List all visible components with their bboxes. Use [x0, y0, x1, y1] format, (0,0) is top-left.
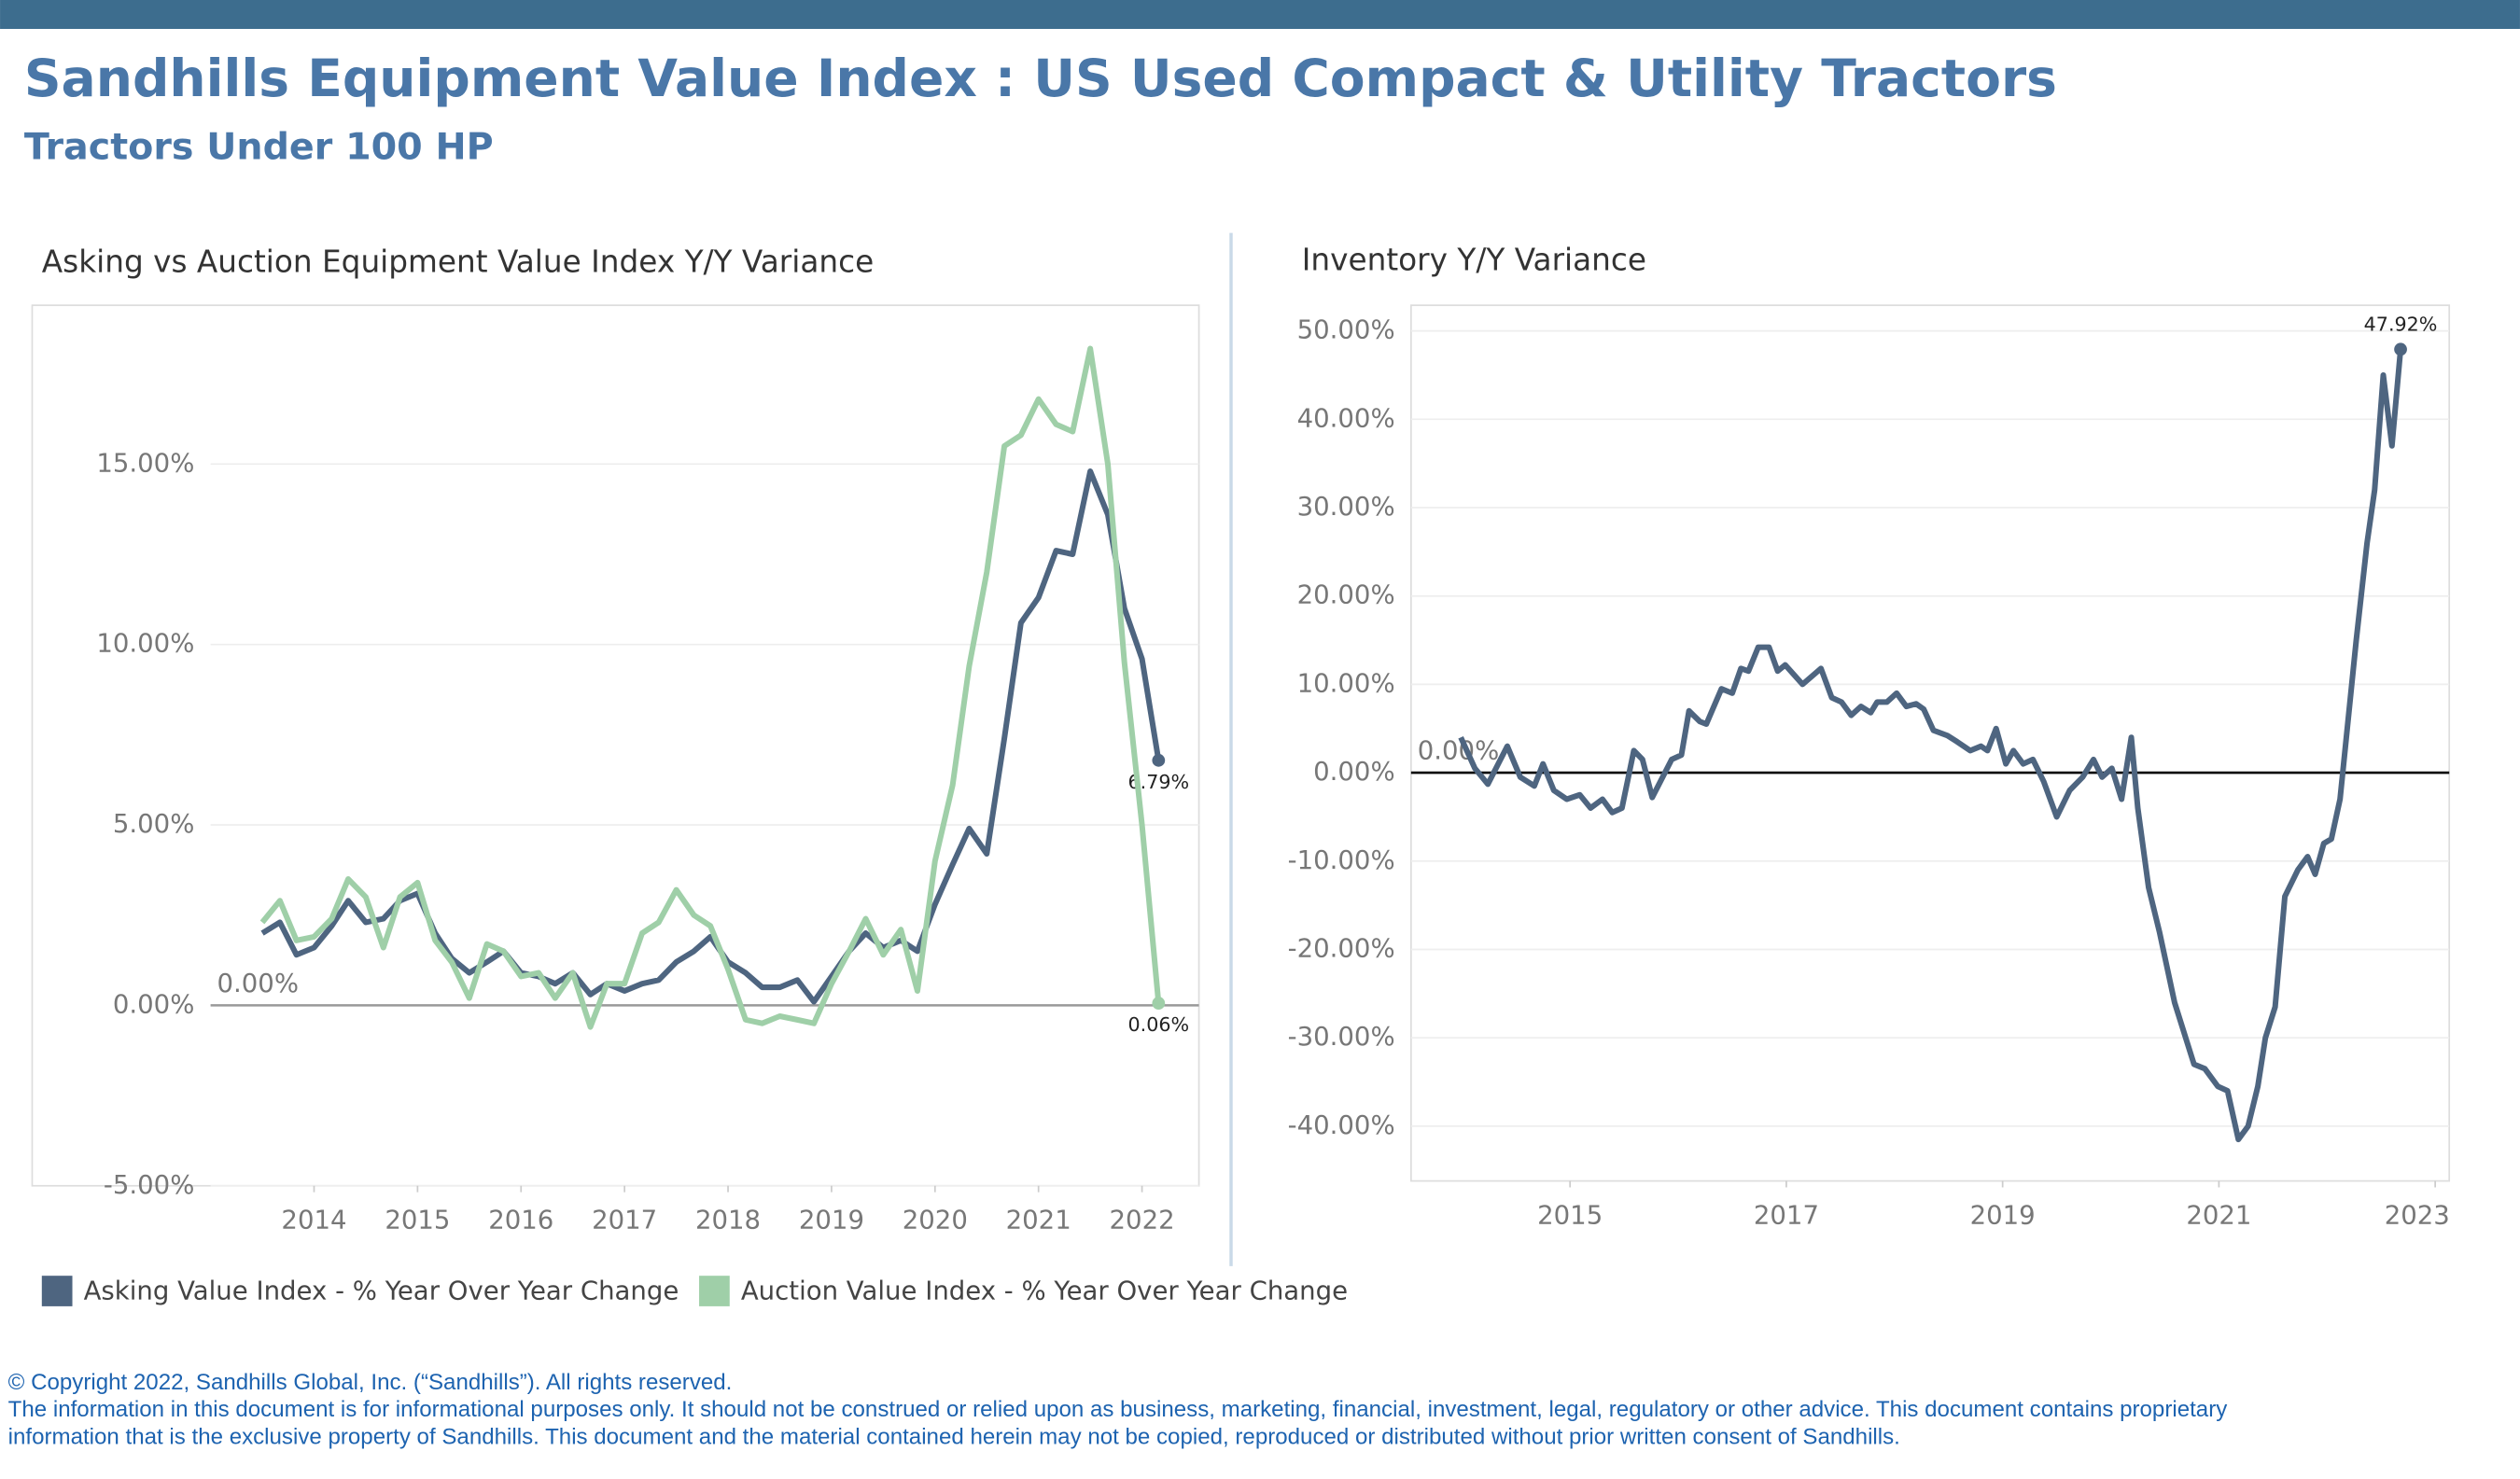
y-tick-label: 10.00% [96, 629, 194, 659]
y-tick-label: 40.00% [1297, 403, 1395, 433]
x-tick-label: 2020 [903, 1206, 968, 1235]
chart-title: Inventory Y/Y Variance [1302, 243, 1646, 278]
y-tick-label: -40.00% [1288, 1110, 1395, 1140]
value-label: 0.06% [1128, 1013, 1190, 1036]
x-tick-label: 2016 [488, 1206, 553, 1235]
x-tick-label: 2019 [1970, 1200, 2036, 1230]
x-tick-label: 2023 [2385, 1200, 2450, 1230]
x-tick-label: 2022 [1110, 1206, 1175, 1235]
legend-swatch [41, 1276, 73, 1306]
series-line [1458, 349, 2404, 1143]
x-tick-label: 2014 [281, 1206, 346, 1235]
value-label: 47.92% [2364, 313, 2438, 335]
y-tick-label: 0.00% [1313, 757, 1395, 787]
y-tick-label: 10.00% [1297, 668, 1395, 698]
x-tick-label: 2019 [799, 1206, 864, 1235]
x-tick-label: 2017 [1754, 1200, 1819, 1230]
y-tick-label: 50.00% [1297, 315, 1395, 345]
y-tick-label: 0.00% [113, 989, 195, 1019]
y-tick-label: 20.00% [1297, 580, 1395, 610]
x-tick-label: 2018 [695, 1206, 761, 1235]
y-tick-label: 5.00% [113, 809, 195, 839]
x-tick-label: 2021 [2186, 1200, 2251, 1230]
disclaimer: The information in this document is for … [8, 1397, 2228, 1422]
y-tick-label: -5.00% [104, 1170, 194, 1200]
plot-frame [31, 304, 1200, 1187]
page-subtitle: Tractors Under 100 HP [24, 126, 494, 169]
legend-swatch [699, 1276, 730, 1306]
legend-label: Auction Value Index - % Year Over Year C… [741, 1276, 1348, 1305]
disclaimer: information that is the exclusive proper… [8, 1424, 1900, 1449]
page-title: Sandhills Equipment Value Index : US Use… [24, 49, 2057, 108]
x-tick-label: 2021 [1006, 1206, 1071, 1235]
legend-label: Asking Value Index - % Year Over Year Ch… [84, 1276, 679, 1305]
reference-label: 0.00% [217, 969, 299, 998]
end-point [1152, 753, 1166, 767]
x-tick-label: 2015 [1537, 1200, 1603, 1230]
y-tick-label: -10.00% [1288, 845, 1395, 875]
x-tick-label: 2017 [592, 1206, 657, 1235]
series-line [260, 468, 1162, 1005]
plot-frame [1409, 304, 2451, 1182]
series-line [259, 345, 1162, 1030]
copyright: © Copyright 2022, Sandhills Global, Inc.… [8, 1370, 733, 1395]
top-bar [0, 0, 2520, 29]
chart-title: Asking vs Auction Equipment Value Index … [42, 244, 874, 279]
reference-label: 0.00% [1418, 736, 1500, 766]
y-tick-label: 15.00% [96, 448, 194, 478]
y-tick-label: -20.00% [1288, 933, 1395, 963]
end-point [2394, 342, 2407, 356]
y-tick-label: 30.00% [1297, 492, 1395, 522]
y-tick-label: -30.00% [1288, 1022, 1395, 1052]
end-point [1152, 997, 1166, 1010]
x-tick-label: 2015 [385, 1206, 450, 1235]
